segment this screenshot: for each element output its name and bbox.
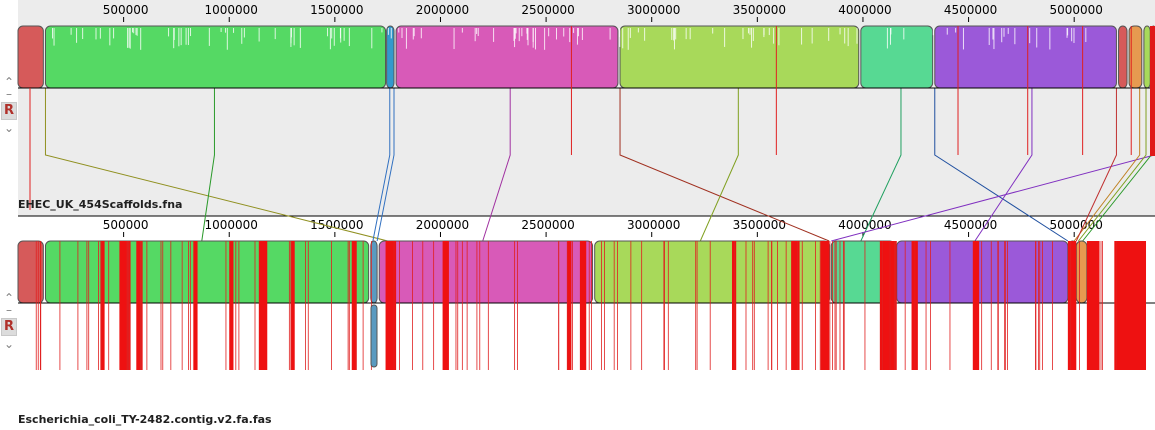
lcb-connector <box>860 88 902 242</box>
lcb-block <box>44 240 370 304</box>
lcb-block <box>860 25 934 89</box>
red-region <box>579 241 587 370</box>
ruler-tick-label: 5000000 <box>1049 3 1102 17</box>
ruler-tick-label: 3500000 <box>733 218 786 232</box>
lcb-connector <box>44 88 388 242</box>
ruler-tick-label: 2500000 <box>521 3 574 17</box>
genome-2-name: Escherichia_coli_TY-2482.contig.v2.fa.fa… <box>18 413 272 426</box>
lcb-block <box>395 25 619 89</box>
ruler-tick-label: 4500000 <box>944 218 997 232</box>
lcb-connector <box>201 88 215 242</box>
lcb-connector <box>1078 88 1147 242</box>
lcb-block <box>386 25 395 89</box>
ruler-tick-label: 4000000 <box>838 3 891 17</box>
red-region <box>229 241 234 370</box>
red-region <box>972 241 980 370</box>
panel-2-controls: ⌃ – R ⌄ <box>0 292 18 350</box>
red-region <box>1086 241 1100 370</box>
lcb-block <box>934 25 1117 89</box>
move-down-icon[interactable]: ⌄ <box>3 337 15 351</box>
ruler-tick-label: 4500000 <box>944 3 997 17</box>
red-region <box>442 241 449 370</box>
move-up-icon[interactable]: ⌃ <box>3 291 15 305</box>
red-region <box>791 241 800 370</box>
red-region <box>385 241 397 370</box>
ruler-tick-label: 1500000 <box>310 218 363 232</box>
lcb-block <box>1143 25 1151 89</box>
lcb-connector <box>482 88 511 242</box>
ruler-tick-label: 3000000 <box>627 3 680 17</box>
ruler-tick-label: 2500000 <box>521 218 574 232</box>
red-region <box>351 241 356 370</box>
marker-region <box>1150 26 1155 156</box>
reference-toggle-button[interactable]: R <box>1 102 17 120</box>
minus-icon[interactable]: – <box>6 87 12 101</box>
ruler-1: 500000 1000000 1500000 2000000 2500000 300000… <box>103 3 1103 22</box>
red-region <box>100 241 105 370</box>
red-region <box>820 241 830 370</box>
red-region <box>193 241 198 370</box>
red-region <box>1067 241 1077 370</box>
lcb-blocks-2 <box>17 240 1088 304</box>
reference-toggle-button[interactable]: R <box>1 318 17 336</box>
ruler-tick-label: 3000000 <box>627 218 680 232</box>
lcb-connector <box>376 88 395 242</box>
lcb-connector <box>699 88 739 242</box>
red-region <box>1114 241 1147 370</box>
lcb-block <box>17 25 44 89</box>
ruler-tick-label: 500000 <box>103 218 149 232</box>
ruler-tick-label: 500000 <box>103 3 149 17</box>
red-region <box>136 241 143 370</box>
red-region <box>119 241 130 370</box>
minus-icon[interactable]: – <box>6 303 12 317</box>
ruler-tick-label: 3500000 <box>733 3 786 17</box>
red-region <box>879 241 897 370</box>
lcb-connector <box>934 88 1069 242</box>
genome-panel-2: ⌃ – R ⌄ <box>0 216 1155 430</box>
red-region <box>258 241 268 370</box>
lcb-connector <box>372 88 391 242</box>
panel-1-controls: ⌃ – R ⌄ <box>0 76 18 134</box>
ruler-tick-label: 2000000 <box>416 218 469 232</box>
move-down-icon[interactable]: ⌄ <box>3 121 15 135</box>
ruler-tick-label: 2000000 <box>416 3 469 17</box>
move-up-icon[interactable]: ⌃ <box>3 75 15 89</box>
lcb-connector <box>619 88 830 242</box>
red-region <box>731 241 737 370</box>
lcb-block <box>378 240 594 304</box>
lcb-block <box>619 25 860 89</box>
genome-panel-1: ⌃ – R ⌄ <box>0 76 18 134</box>
genome-1-name: EHEC_UK_454Scaffolds.fna <box>18 198 183 211</box>
lcb-connector <box>974 88 1033 242</box>
lcb-block <box>1075 240 1088 304</box>
red-region <box>567 241 572 370</box>
lcb-connector <box>1075 88 1117 242</box>
genome-1-markers <box>29 26 1155 210</box>
red-region <box>290 241 295 370</box>
similarity-gaps-1 <box>51 28 1087 50</box>
ruler-tick-label: 4000000 <box>838 218 891 232</box>
genome-2-red-regions <box>35 241 1147 370</box>
ruler-tick-label: 1000000 <box>205 218 258 232</box>
lcb-block <box>1118 25 1128 89</box>
lcb-block <box>17 240 44 304</box>
inverted-block <box>370 304 378 368</box>
ruler-tick-label: 1500000 <box>310 3 363 17</box>
lcb-connector <box>1073 88 1141 242</box>
ruler-tick-label: 1000000 <box>205 3 258 17</box>
